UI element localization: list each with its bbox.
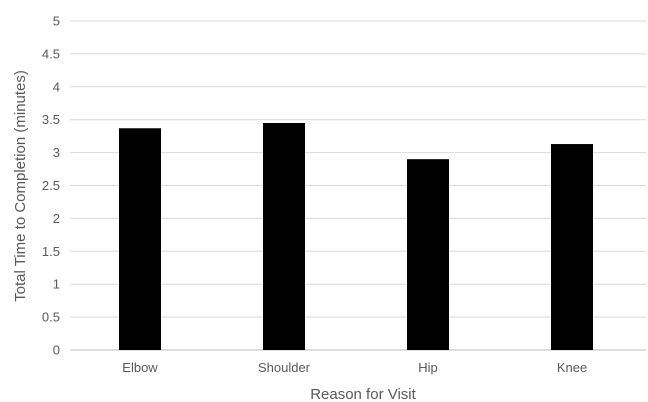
y-axis-title: Total Time to Completion (minutes) [12, 70, 29, 302]
y-tick-label: 3.5 [42, 112, 60, 127]
y-tick-label: 2.5 [42, 178, 60, 193]
y-tick-label: 1.5 [42, 244, 60, 259]
y-tick-label: 5 [53, 14, 60, 29]
y-tick-label: 0 [53, 343, 60, 358]
bars [119, 122, 593, 351]
x-tick-label: Shoulder [258, 360, 311, 375]
bar-hip [407, 159, 449, 350]
y-tick-label: 2 [53, 211, 60, 226]
y-tick-label: 1 [53, 277, 60, 292]
gridlines [70, 20, 646, 351]
bar-elbow [119, 128, 161, 350]
bar-knee [551, 144, 593, 350]
y-tick-label: 4 [53, 79, 60, 94]
x-tick-label: Hip [418, 360, 438, 375]
y-tick-label: 4.5 [42, 46, 60, 61]
y-tick-label: 0.5 [42, 310, 60, 325]
y-tick-label: 3 [53, 145, 60, 160]
x-tick-label: Elbow [122, 360, 158, 375]
x-tick-label: Knee [557, 360, 587, 375]
x-axis-title: Reason for Visit [310, 386, 416, 402]
x-tick-labels: Elbow Shoulder Hip Knee [122, 360, 587, 375]
y-tick-labels: 0 0.5 1 1.5 2 2.5 3 3.5 4 4.5 5 [42, 14, 60, 358]
bar-shoulder [263, 122, 305, 351]
